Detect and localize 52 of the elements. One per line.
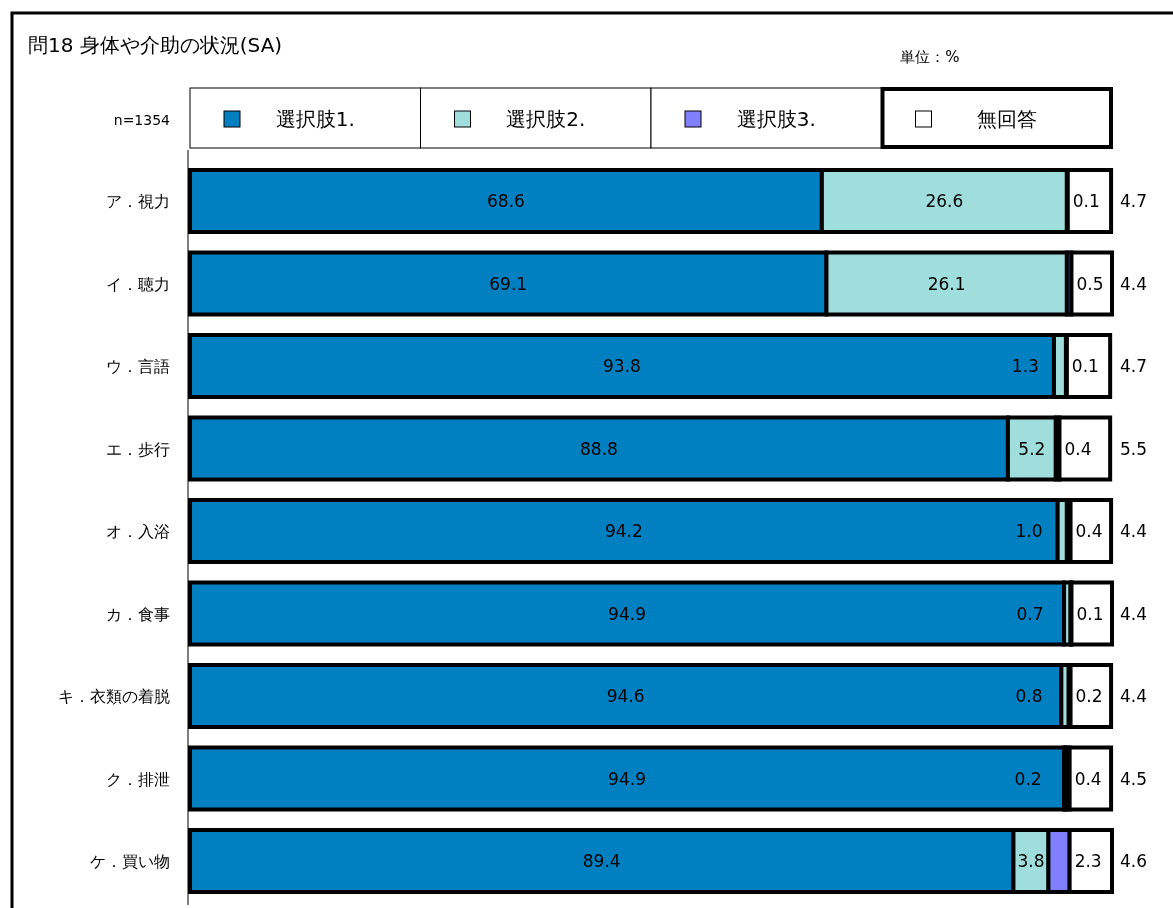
data-label: 4.4 — [1120, 273, 1148, 294]
y-tick-label: ケ．買い物 — [90, 852, 170, 871]
data-label: 0.4 — [1064, 438, 1092, 459]
data-label: 4.4 — [1120, 686, 1148, 706]
y-tick-label: キ．衣類の着脱 — [58, 687, 170, 706]
data-label: 88.8 — [580, 438, 618, 459]
y-tick-label: イ．聴力 — [106, 274, 170, 294]
data-label: 68.6 — [487, 191, 525, 211]
data-label: 26.6 — [925, 191, 964, 211]
data-label: 0.1 — [1072, 191, 1100, 211]
legend-label: 選択肢1. — [275, 107, 355, 131]
data-label: 4.6 — [1120, 851, 1148, 871]
data-label: 0.8 — [1015, 686, 1043, 706]
data-label: 94.9 — [608, 768, 646, 789]
data-label: 94.9 — [608, 603, 646, 624]
legend-label: 選択肢2. — [506, 107, 586, 131]
chart-title: 問18 身体や介助の状況(SA) — [28, 33, 283, 57]
data-label: 4.7 — [1120, 191, 1148, 211]
text: 単位：% — [900, 48, 960, 66]
data-label: 0.7 — [1016, 603, 1044, 624]
data-label: 89.4 — [582, 851, 621, 871]
data-label: 0.1 — [1071, 356, 1099, 376]
data-label: 26.1 — [927, 273, 966, 294]
data-label: 0.2 — [1014, 768, 1042, 789]
data-label: 69.1 — [489, 273, 528, 294]
data-label: 5.5 — [1120, 438, 1148, 459]
data-label: 4.5 — [1120, 768, 1148, 789]
data-label: 4.4 — [1120, 521, 1148, 541]
data-label: 93.8 — [603, 356, 641, 376]
legend-label: 無回答 — [976, 107, 1037, 131]
data-label: 0.4 — [1075, 521, 1103, 541]
data-label: 0.5 — [1076, 273, 1104, 294]
y-tick-label: ア．視力 — [106, 192, 170, 211]
data-label: 4.7 — [1120, 356, 1148, 376]
data-label: 94.6 — [606, 686, 645, 706]
text: n=1354 — [113, 112, 171, 128]
data-label: 1.3 — [1011, 356, 1039, 376]
y-tick-label: ウ．言語 — [106, 357, 170, 376]
data-label: 5.2 — [1018, 438, 1046, 459]
data-label: 0.4 — [1074, 768, 1102, 789]
y-tick-label: カ．食事 — [106, 604, 170, 624]
data-label: 0.2 — [1075, 686, 1103, 706]
data-label: 0.1 — [1076, 603, 1104, 624]
legend-label: 選択肢3. — [736, 107, 816, 131]
y-tick-label: エ．歩行 — [106, 439, 170, 459]
data-label: 94.2 — [604, 521, 643, 541]
data-label: 1.0 — [1015, 521, 1043, 541]
data-label: 2.3 — [1074, 851, 1102, 871]
data-label: 4.4 — [1120, 603, 1148, 624]
y-tick-label: オ．入浴 — [106, 522, 170, 541]
data-label: 3.8 — [1017, 851, 1045, 871]
y-tick-label: ク．排泄 — [106, 769, 170, 789]
